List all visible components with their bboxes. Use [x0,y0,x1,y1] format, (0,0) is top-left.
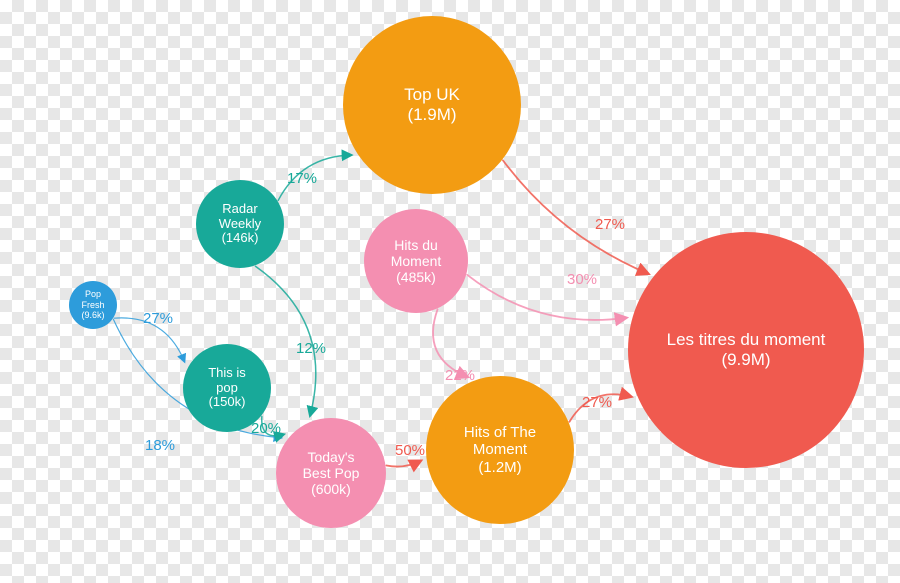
node-hits-of-the-moment: Hits of The Moment (1.2M) [426,376,574,524]
edge-this_is_pop-to-todays_best [262,416,284,435]
node-this-is-pop: This is pop (150k) [183,344,271,432]
node-todays-best-pop: Today's Best Pop (600k) [276,418,386,528]
node-hits-du-moment: Hits du Moment (485k) [364,209,468,313]
edge-hits_du-to-hits_of [433,309,467,376]
node-this-is-pop-label: This is pop (150k) [202,366,252,411]
node-hits-du-moment-label: Hits du Moment (485k) [385,237,448,285]
node-pop-fresh-label: Pop Fresh (9.6k) [75,289,110,320]
node-radar-weekly-label: Radar Weekly (146k) [213,202,267,247]
edge-hits_of-to-les_titres [569,394,631,421]
edge-pop_fresh-to-this_is_pop [114,318,184,362]
node-pop-fresh: Pop Fresh (9.6k) [69,281,117,329]
node-top-uk: Top UK (1.9M) [343,16,521,194]
node-top-uk-label: Top UK (1.9M) [398,85,466,124]
node-les-titres: Les titres du moment (9.9M) [628,232,864,468]
node-todays-best-pop-label: Today's Best Pop (600k) [297,449,366,497]
node-radar-weekly: Radar Weekly (146k) [196,180,284,268]
edge-hits_du-to-les_titres [467,275,626,320]
edge-radar_weekly-to-top_uk [278,155,351,200]
node-les-titres-label: Les titres du moment (9.9M) [661,330,832,369]
node-hits-of-the-moment-label: Hits of The Moment (1.2M) [458,424,542,476]
edge-todays_best-to-hits_of [386,461,420,467]
edge-top_uk-to-les_titres [503,160,648,273]
